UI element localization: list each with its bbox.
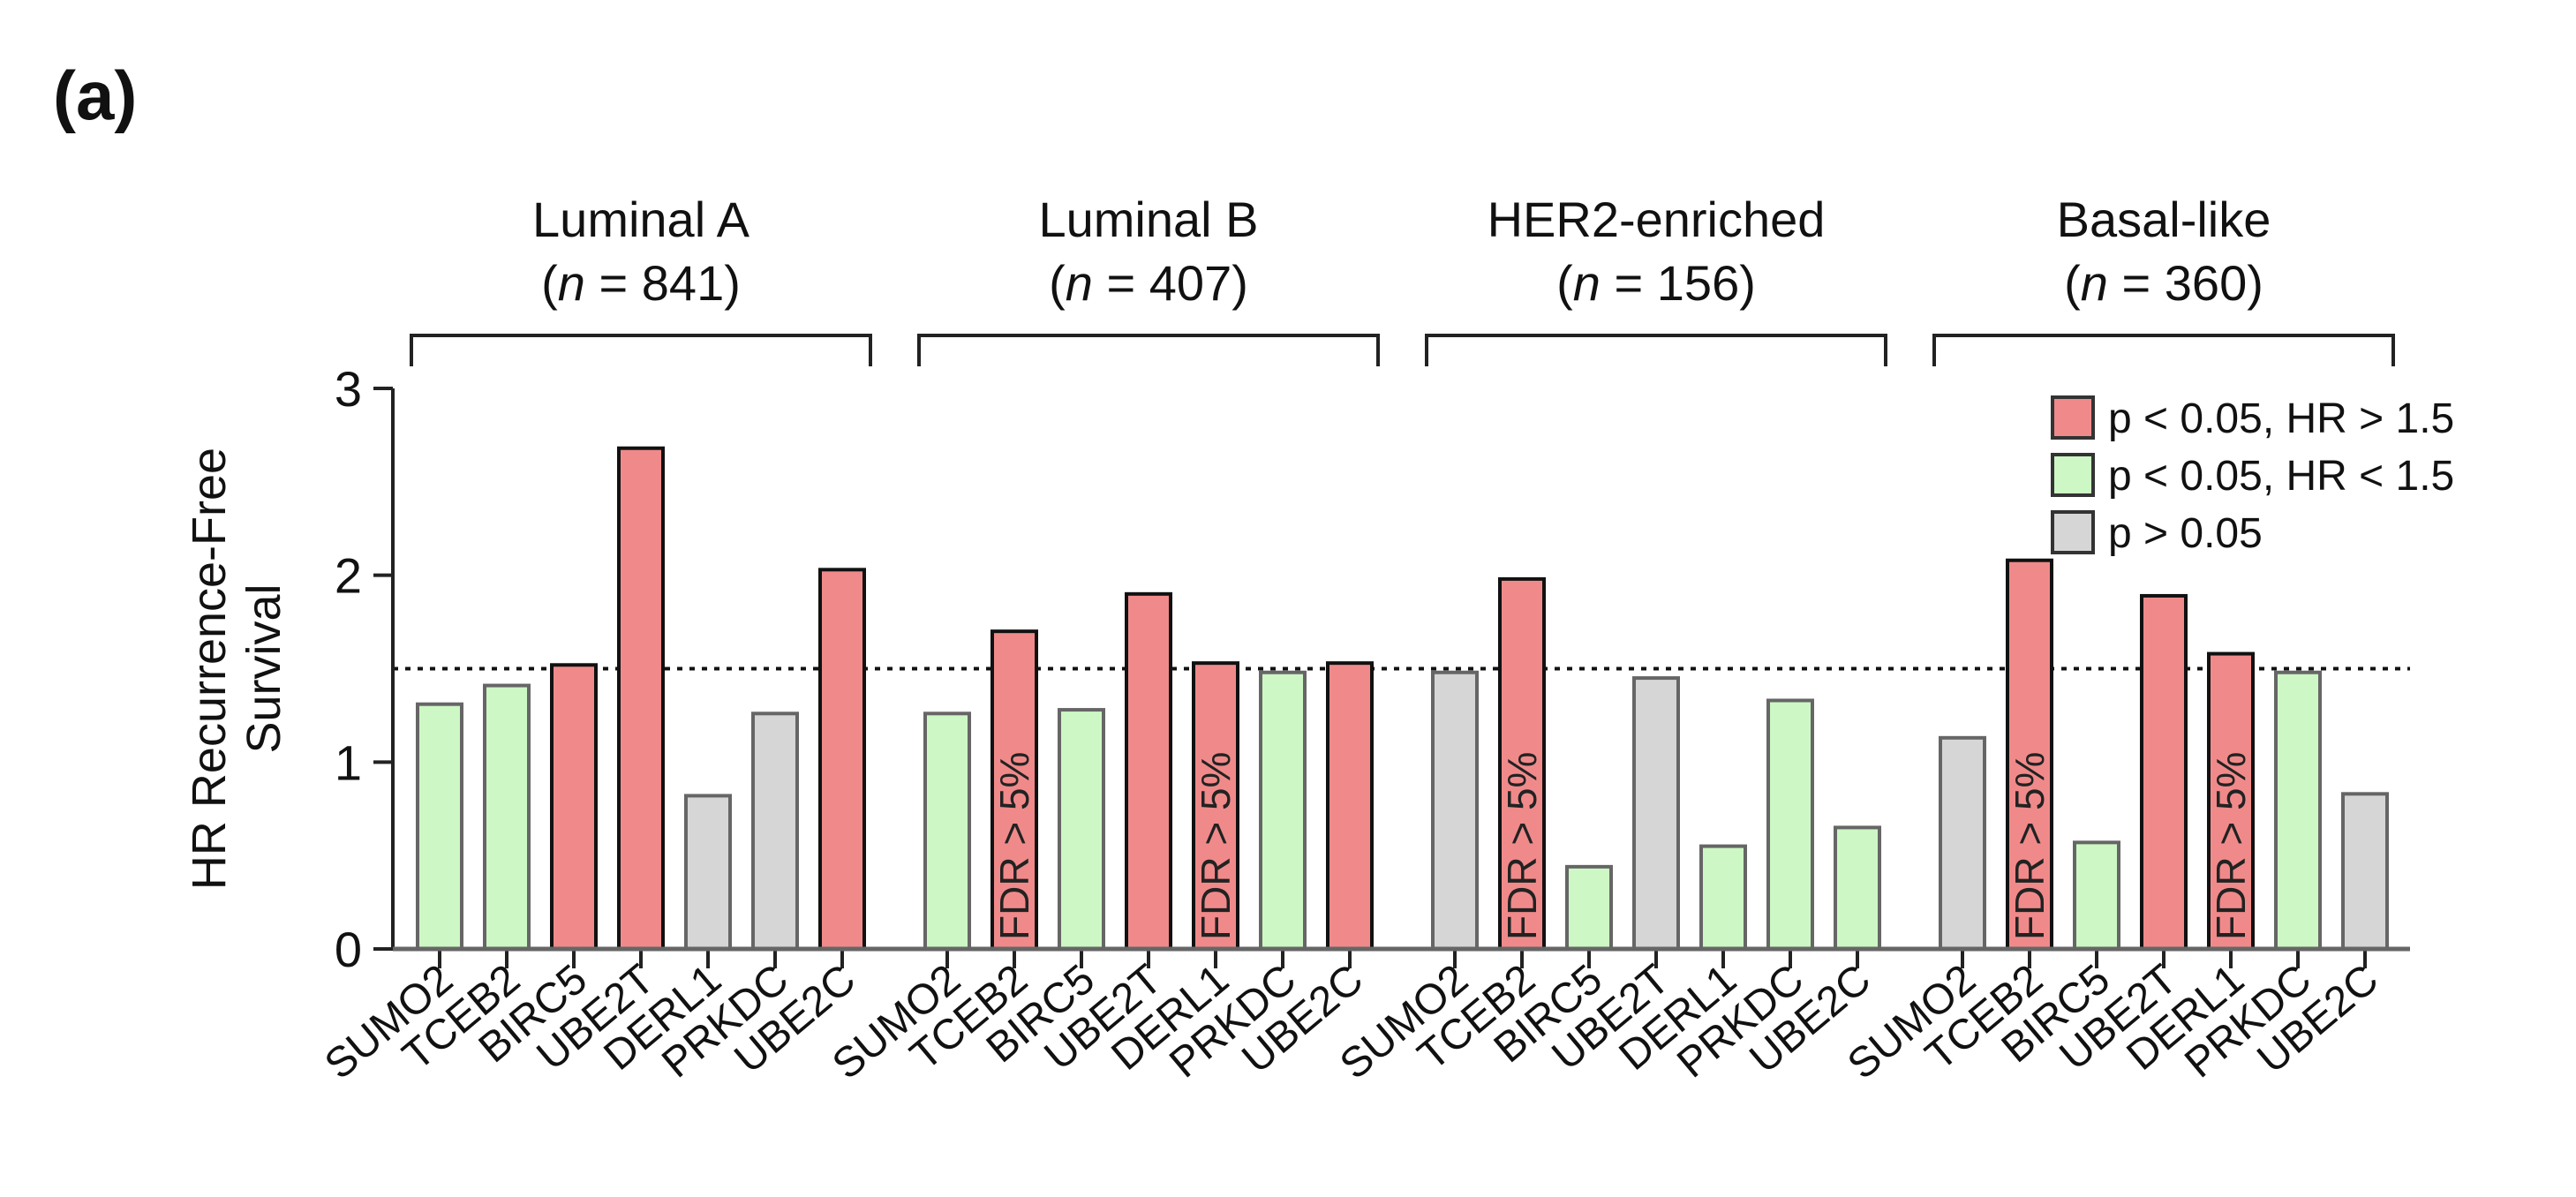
bar-her2-enriched-birc5: [1565, 864, 1613, 951]
fdr-annotation: FDR > 5%: [991, 752, 1037, 940]
group-title-0: Luminal A: [532, 192, 750, 247]
bar-basal-like-ube2t: [2140, 593, 2188, 951]
y-axis-label: HR Recurrence-FreeSurvival: [183, 448, 290, 890]
bar-basal-like-tceb2: [2006, 558, 2053, 951]
bar-her2-enriched-prkdc: [1766, 698, 1814, 951]
legend-label-sig_high: p < 0.05, HR > 1.5: [2108, 395, 2454, 442]
group-bracket-2: [1425, 334, 1887, 366]
bar-luminal-b-tceb2: [990, 629, 1038, 952]
bar-luminal-a-derl1: [684, 794, 732, 952]
bar-luminal-b-ube2c: [1326, 661, 1374, 952]
bar-her2-enriched-tceb2: [1498, 576, 1546, 952]
y-tick-label: 0: [335, 922, 362, 977]
bar-luminal-b-derl1: [1192, 661, 1239, 952]
bar-basal-like-prkdc: [2274, 670, 2322, 951]
bar-her2-enriched-ube2c: [1834, 825, 1881, 952]
group-bracket-3: [1932, 334, 2395, 366]
legend-label-sig_low: p < 0.05, HR < 1.5: [2108, 453, 2454, 500]
group-bracket-0: [410, 334, 872, 366]
bar-luminal-a-prkdc: [751, 711, 799, 951]
bar-her2-enriched-sumo2: [1431, 670, 1479, 951]
group-title-3: Basal-like: [2057, 192, 2271, 247]
group-bracket-1: [917, 334, 1380, 366]
legend-swatch-sig_low: [2051, 453, 2095, 497]
group-title-1: Luminal B: [1038, 192, 1258, 247]
bar-luminal-b-ube2t: [1125, 591, 1172, 951]
bar-her2-enriched-derl1: [1699, 844, 1747, 951]
fdr-annotation: FDR > 5%: [1193, 752, 1239, 940]
bar-basal-like-sumo2: [1939, 735, 1986, 951]
bar-basal-like-ube2c: [2341, 792, 2389, 951]
y-tick-label: 1: [335, 734, 362, 790]
bar-basal-like-birc5: [2073, 840, 2120, 951]
bar-luminal-b-prkdc: [1259, 670, 1307, 951]
panel-label: (a): [53, 56, 137, 134]
fdr-annotation: FDR > 5%: [2007, 752, 2053, 940]
bar-luminal-a-ube2t: [617, 446, 665, 951]
bar-basal-like-derl1: [2207, 651, 2255, 951]
group-title-2: HER2-enriched: [1488, 192, 1826, 247]
group-n-label-1: (n = 407): [1049, 255, 1248, 311]
bar-luminal-a-sumo2: [416, 702, 463, 951]
legend-swatch-ns: [2051, 510, 2095, 554]
fdr-annotation: FDR > 5%: [1499, 752, 1545, 940]
fdr-annotation: FDR > 5%: [2208, 752, 2254, 940]
bar-luminal-a-ube2c: [818, 568, 866, 951]
group-n-label-3: (n = 360): [2064, 255, 2263, 311]
bar-her2-enriched-ube2t: [1632, 676, 1680, 951]
legend-swatch-sig_high: [2051, 395, 2095, 440]
bar-luminal-a-birc5: [550, 663, 598, 951]
group-n-label-0: (n = 841): [541, 255, 741, 311]
bar-luminal-b-sumo2: [923, 711, 971, 951]
y-tick-label: 3: [335, 361, 362, 417]
legend-label-ns: p > 0.05: [2108, 510, 2263, 557]
bar-luminal-b-birc5: [1058, 708, 1105, 951]
y-tick-label: 2: [335, 548, 362, 604]
group-n-label-2: (n = 156): [1556, 255, 1756, 311]
bar-luminal-a-tceb2: [483, 683, 531, 951]
